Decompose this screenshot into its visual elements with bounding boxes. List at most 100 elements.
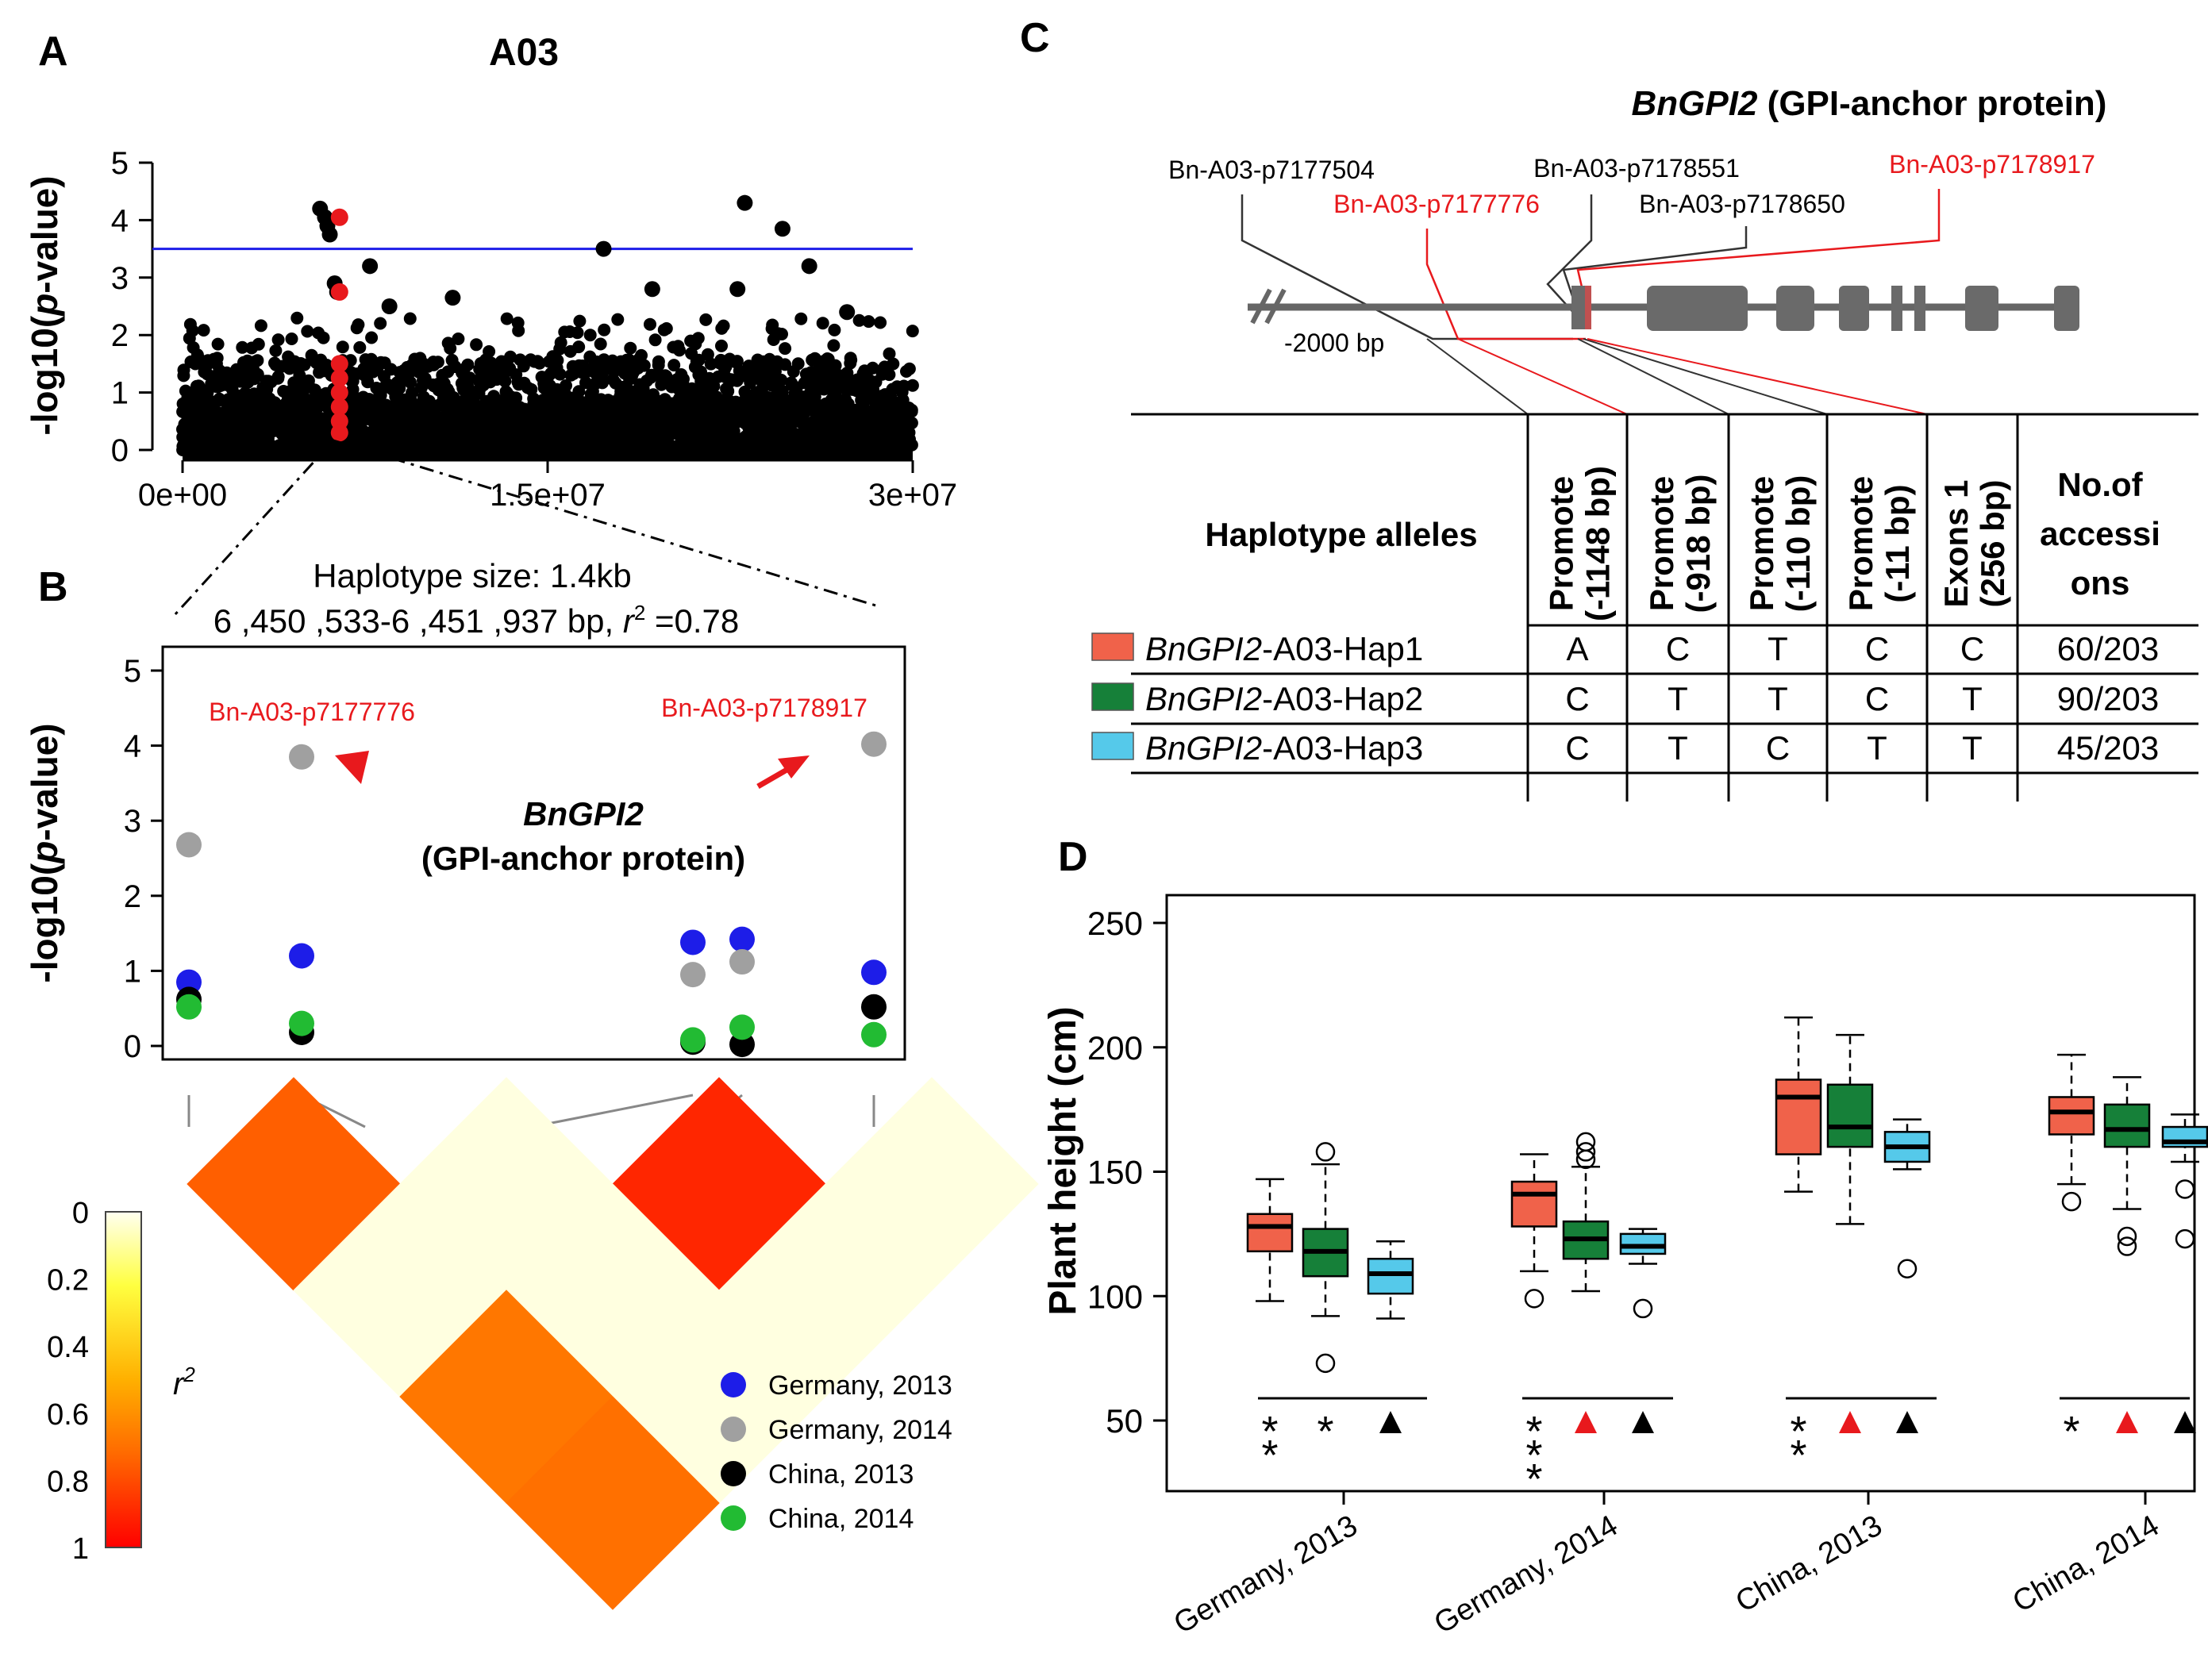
allele-cell: C	[1766, 729, 1790, 767]
d-y-tick-label: 250	[1087, 905, 1143, 942]
panel-b-gene-desc: (GPI-anchor protein)	[421, 840, 745, 877]
ld-color-scale	[105, 1211, 142, 1548]
panel-a-axes: 0 1 2 3 4 5 0e+00 1.5e+07 3e+07	[111, 146, 957, 513]
panel-d-axes: 50 100 150 200 250 Germany, 2013 Germany, 2014…	[1087, 905, 2165, 1640]
haplotype-suffix: -A03-Hap3	[1262, 729, 1423, 767]
ld-scale-tick: 0	[72, 1197, 89, 1230]
snp-label: Bn-A03-p7178551	[1533, 154, 1740, 183]
a-red-point	[330, 283, 348, 301]
box-body	[1619, 1232, 1667, 1255]
table-col-header: (-1148 bp)	[1579, 466, 1617, 621]
sig-triangle	[1575, 1411, 1597, 1433]
b-y-tick-label: 3	[124, 804, 141, 839]
a-point	[595, 240, 612, 257]
ylabel-part: p	[24, 841, 65, 865]
table-link	[1426, 338, 1529, 415]
panel-label-a: A	[38, 29, 68, 75]
box-body	[1775, 1078, 1822, 1155]
snp-link	[1425, 229, 1586, 340]
a-red-point	[330, 383, 348, 402]
a-y-tick-label: 1	[111, 376, 129, 411]
allele-cell: C	[1565, 680, 1589, 717]
panel-d-significance: ** * ***** *	[1258, 1397, 2196, 1503]
table-col-header: (-11 bp)	[1879, 484, 1916, 602]
legend-swatch	[721, 1417, 746, 1442]
legend-label: China, 2014	[768, 1504, 914, 1534]
allele-cell: T	[1962, 680, 1983, 717]
box-body	[2103, 1103, 2151, 1148]
a-red-point	[330, 355, 348, 373]
allele-cell: A	[1566, 630, 1588, 667]
count-cell: 60/203	[2057, 630, 2159, 667]
panel-label-c: C	[1020, 15, 1050, 61]
title-desc: (GPI-anchor protein)	[1757, 84, 2106, 123]
b-point	[289, 1010, 314, 1036]
a-point	[644, 281, 660, 298]
a-point	[801, 258, 817, 275]
haplotype-swatch	[1091, 632, 1134, 661]
gene-model	[1248, 286, 2079, 331]
annotation-snp-right: Bn-A03-p7178917	[661, 694, 867, 722]
d-y-tick-label: 50	[1106, 1402, 1143, 1440]
b-point	[861, 994, 887, 1020]
table-col-header: Promote	[1743, 476, 1780, 611]
allele-cell: C	[1960, 630, 1984, 667]
a-y-tick-label: 5	[111, 146, 129, 181]
table-col-header: (-918 bp)	[1679, 474, 1717, 613]
allele-cell: C	[1865, 630, 1889, 667]
b-y-tick-label: 4	[124, 729, 141, 764]
table-header-first: Haplotype alleles	[1205, 516, 1477, 553]
table-col-header: (256 bp)	[1974, 479, 2011, 607]
a-red-point	[330, 398, 348, 416]
a-point	[729, 281, 746, 298]
box-outlier	[2117, 1236, 2137, 1256]
haplotype-table: Haplotype alleles Promote (-1148 bp) Promot…	[1091, 338, 2198, 802]
table-link	[1587, 338, 1928, 415]
table-link	[1583, 338, 1828, 415]
b-point	[289, 943, 314, 969]
snp-label: Bn-A03-p7178917	[1889, 150, 2095, 179]
arrow-right-head	[778, 755, 810, 778]
legend-swatch	[721, 1372, 746, 1397]
a-red-point	[330, 424, 348, 442]
a-point	[737, 194, 753, 211]
table-col-header: Promote	[1643, 476, 1680, 611]
d-x-tick-label: China, 2014	[2007, 1509, 2164, 1619]
ld-scale-tick: 0.4	[47, 1331, 89, 1364]
zoom-line-right	[333, 439, 882, 609]
d-x-tick-label: China, 2013	[1730, 1509, 1887, 1619]
snp-label: Bn-A03-p7177504	[1168, 156, 1375, 184]
sig-star: *	[1525, 1408, 1542, 1455]
table-count-header: No.of	[2057, 466, 2143, 503]
panel-b-ylabel: -log10(p-value)	[24, 723, 65, 982]
annotation-snp-left: Bn-A03-p7177776	[209, 698, 415, 726]
legend-label: Germany, 2013	[768, 1371, 952, 1401]
allele-cell: T	[1668, 680, 1688, 717]
subtitle-part: 6 ,450 ,533-6 ,451 ,937 bp,	[213, 602, 623, 640]
panel-d-ylabel: Plant height (cm)	[1042, 1006, 1084, 1315]
haplotype-name: BnGPI2-A03-Hap3	[1145, 729, 1423, 767]
b-point	[176, 994, 202, 1020]
panel-b-axes: 0 1 2 3 4 5	[124, 645, 906, 1064]
snp-label: Bn-A03-p7177776	[1333, 190, 1540, 218]
sig-star: *	[1525, 1432, 1542, 1479]
sig-star: *	[1261, 1432, 1278, 1479]
haplotype-gene: BnGPI2	[1145, 729, 1262, 767]
box-outlier	[2117, 1226, 2137, 1247]
count-cell: 45/203	[2057, 729, 2159, 767]
allele-cell: C	[1666, 630, 1690, 667]
a-x-tick-label: 0e+00	[138, 478, 227, 513]
d-y-tick-label: 150	[1087, 1154, 1143, 1191]
sig-triangle	[1839, 1411, 1861, 1433]
allele-cell: C	[1565, 729, 1589, 767]
scale-label: -2000 bp	[1284, 329, 1384, 357]
allele-cell: T	[1768, 680, 1788, 717]
sig-star: *	[1790, 1432, 1806, 1479]
b-point	[861, 1021, 887, 1048]
a-point	[381, 298, 398, 314]
sig-triangle	[1632, 1411, 1654, 1433]
box-body	[1367, 1257, 1414, 1295]
count-cell: 90/203	[2057, 680, 2159, 717]
table-col-header: Exons 1	[1937, 479, 1975, 607]
